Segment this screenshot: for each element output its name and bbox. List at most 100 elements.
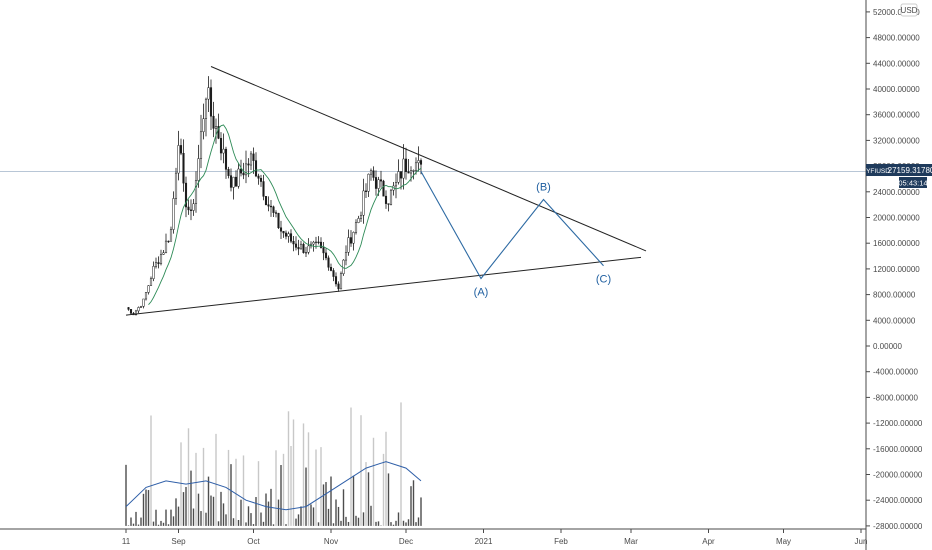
volume-bar [287, 411, 290, 526]
price-axis[interactable] [867, 0, 932, 529]
volume-bar [237, 519, 240, 526]
candle [289, 229, 293, 244]
time-tick-label: Sep [171, 537, 186, 546]
time-tick-label: Oct [247, 537, 260, 546]
volume-bar [400, 402, 402, 526]
candle [317, 236, 320, 245]
price-tick-label: -20000.00000 [873, 471, 923, 480]
candle [217, 113, 220, 140]
volume-bar [242, 455, 245, 526]
volume-bar [315, 449, 317, 526]
volume-bar [282, 453, 285, 526]
volume-bar [317, 522, 320, 526]
volume-bar [375, 521, 377, 526]
candle [214, 118, 218, 144]
candle [344, 245, 348, 266]
volume-bar [272, 524, 275, 526]
volume-bar [195, 452, 197, 526]
last-price-badge: YFIUSD 27159.31780 05:43:14 [866, 164, 932, 188]
candle [359, 211, 363, 222]
time-axis-labels: 11 Sep Oct Nov Dec 2021 Feb Mar Apr May Jun [122, 529, 867, 546]
volume-bar [185, 486, 187, 526]
candle [189, 199, 193, 221]
candle [264, 195, 268, 206]
candle [192, 199, 195, 216]
currency-label: USD [901, 6, 918, 15]
candle [412, 169, 415, 180]
currency-badge[interactable] [900, 3, 918, 17]
wave-label-a: (A) [474, 287, 489, 299]
candle [129, 309, 133, 315]
volume-bar [140, 517, 142, 526]
volume-bar [267, 501, 270, 526]
price-tick-label: -16000.00000 [873, 445, 923, 454]
time-tick-label: 2021 [475, 537, 493, 546]
volume-bar [137, 524, 140, 526]
candles-layer [127, 76, 423, 316]
volume-bar [160, 520, 162, 526]
volume-moving-average-line [125, 461, 422, 511]
countdown-label: 05:43:14 [898, 179, 927, 188]
candle [364, 183, 368, 199]
volume-bar [402, 520, 405, 526]
candle [354, 219, 358, 235]
volume-bar [125, 464, 127, 526]
candle [127, 307, 130, 311]
candle [142, 298, 145, 309]
volume-bar [340, 520, 342, 526]
candle [152, 261, 155, 282]
candle [229, 168, 233, 192]
volume-bar [337, 506, 340, 526]
price-tick-label: -8000.00000 [873, 393, 918, 402]
candle [272, 205, 275, 217]
volume-bar [305, 467, 307, 526]
volume-bar [225, 514, 227, 526]
candle [274, 210, 278, 218]
price-tick-label: 20000.00000 [873, 214, 920, 223]
candle [282, 230, 285, 238]
price-axis-labels: 52000.00000 48000.00000 44000.00000 40000.0… [866, 8, 923, 531]
volume-bar [420, 497, 422, 526]
volume-bar [147, 490, 150, 526]
candle [137, 306, 140, 314]
price-tick-label: -12000.00000 [873, 419, 923, 428]
volume-bar [320, 447, 322, 526]
volume-bar [392, 524, 395, 526]
volume-bar [362, 512, 365, 526]
candle [207, 76, 210, 113]
volume-bar [197, 493, 200, 526]
time-tick-label: Nov [324, 537, 338, 546]
candle [322, 242, 325, 261]
candle [197, 144, 200, 188]
candle [384, 190, 388, 209]
volume-bar [352, 475, 355, 526]
volume-bar [275, 450, 277, 526]
candle [267, 196, 270, 212]
volume-bar [207, 476, 210, 526]
candle [357, 215, 360, 224]
candle [254, 152, 258, 178]
candle [304, 246, 308, 258]
candle [414, 157, 418, 175]
volume-bar [395, 520, 397, 526]
volume-bar [310, 504, 312, 526]
candle [154, 257, 158, 269]
candle [394, 173, 398, 199]
volume-bar [345, 516, 347, 526]
lower-trendline[interactable] [125, 256, 642, 316]
candle [194, 171, 198, 213]
upper-trendline[interactable] [210, 66, 647, 252]
price-tick-label: 44000.00000 [873, 59, 920, 68]
volume-bar [360, 415, 362, 526]
candle [232, 176, 235, 200]
candle [334, 272, 338, 287]
candle [362, 178, 365, 224]
symbol-label: YFIUSD [866, 168, 890, 175]
wave-projection[interactable] [420, 171, 604, 280]
candle [307, 238, 310, 255]
volume-bar [180, 442, 182, 526]
candle [329, 263, 333, 272]
candle [402, 144, 405, 190]
